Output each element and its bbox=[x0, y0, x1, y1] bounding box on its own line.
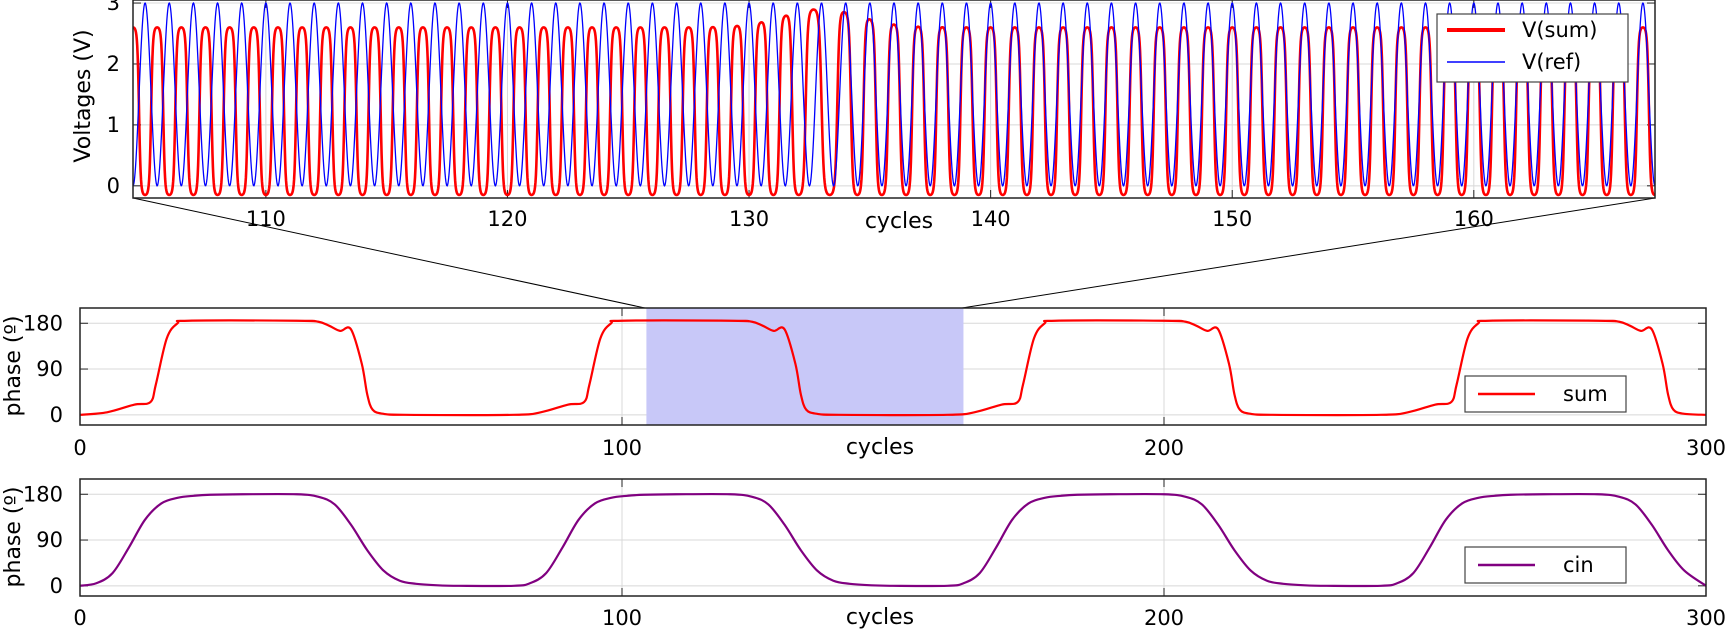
y-axis-label: phase (º) bbox=[1, 487, 26, 588]
legend-label-sum: sum bbox=[1563, 382, 1608, 406]
y-tick-label: 2 bbox=[107, 52, 120, 76]
x-tick-label: 300 bbox=[1686, 436, 1726, 460]
panel-phase-cin: 0 100 200 300 0 90 180 cycles phase (º) cin bbox=[1, 478, 1726, 630]
y-tick-label: 3 bbox=[107, 0, 120, 15]
x-axis-label: cycles bbox=[846, 605, 914, 630]
x-tick-label: 0 bbox=[73, 436, 86, 460]
plot-area bbox=[80, 479, 1706, 596]
y-tick-label: 180 bbox=[23, 482, 63, 506]
x-tick-labels: 110 120 130 140 150 160 bbox=[246, 207, 1494, 231]
y-tick-labels: 0 1 2 3 bbox=[107, 0, 120, 198]
plot-frame bbox=[132, 0, 1656, 199]
legend: cin bbox=[1464, 546, 1627, 584]
legend: sum bbox=[1464, 375, 1627, 413]
y-tick-label: 180 bbox=[23, 311, 63, 335]
zoom-connector-right bbox=[961, 197, 1656, 309]
y-tick-label: 1 bbox=[107, 113, 120, 137]
x-tick-label: 100 bbox=[602, 436, 642, 460]
x-tick-label: 160 bbox=[1454, 207, 1494, 231]
series-group bbox=[79, 319, 1707, 417]
x-axis-label: cycles bbox=[865, 209, 933, 234]
legend-label-vref: V(ref) bbox=[1522, 50, 1581, 74]
legend-box bbox=[1436, 13, 1629, 83]
series-line-vref bbox=[132, 1, 1656, 187]
y-axis-label: Voltages (V) bbox=[71, 29, 96, 162]
zoom-connector-left bbox=[132, 197, 646, 309]
plot-frame bbox=[79, 307, 1707, 426]
x-tick-label: 200 bbox=[1144, 436, 1184, 460]
x-tick-label: 300 bbox=[1686, 606, 1726, 630]
legend: V(sum) V(ref) bbox=[1436, 13, 1629, 83]
plot-area bbox=[133, 0, 1655, 198]
series-line-sum bbox=[79, 319, 1707, 417]
y-tick-labels: 0 90 180 bbox=[23, 482, 63, 598]
x-tick-label: 200 bbox=[1144, 606, 1184, 630]
plot-frame bbox=[79, 478, 1707, 597]
panel-phase-sum: 0 100 200 300 0 90 180 cycles phase (º) sum bbox=[1, 307, 1726, 460]
series-group bbox=[132, 1, 1656, 197]
x-tick-label: 120 bbox=[487, 207, 527, 231]
x-axis-label: cycles bbox=[846, 435, 914, 460]
series-group bbox=[79, 492, 1707, 588]
x-tick-label: 150 bbox=[1212, 207, 1252, 231]
legend-label-vsum: V(sum) bbox=[1522, 18, 1597, 42]
x-tick-label: 130 bbox=[729, 207, 769, 231]
y-tick-label: 90 bbox=[36, 357, 63, 381]
x-tick-label: 0 bbox=[73, 606, 86, 630]
y-tick-label: 0 bbox=[50, 574, 63, 598]
series-line-cin bbox=[79, 492, 1707, 588]
series-line-vsum bbox=[132, 8, 1656, 197]
x-tick-label: 100 bbox=[602, 606, 642, 630]
y-tick-label: 0 bbox=[50, 403, 63, 427]
x-tick-labels: 0 100 200 300 bbox=[73, 606, 1726, 630]
legend-label-cin: cin bbox=[1563, 553, 1594, 577]
y-axis-label: phase (º) bbox=[1, 316, 26, 417]
y-tick-labels: 0 90 180 bbox=[23, 311, 63, 427]
x-tick-label: 140 bbox=[971, 207, 1011, 231]
y-tick-label: 90 bbox=[36, 528, 63, 552]
y-tick-label: 0 bbox=[107, 174, 120, 198]
panel-zoom: 110 120 130 140 150 160 0 1 2 3 cycles Voltages … bbox=[71, 0, 1656, 234]
x-tick-labels: 0 100 200 300 bbox=[73, 436, 1726, 460]
x-tick-label: 110 bbox=[246, 207, 286, 231]
